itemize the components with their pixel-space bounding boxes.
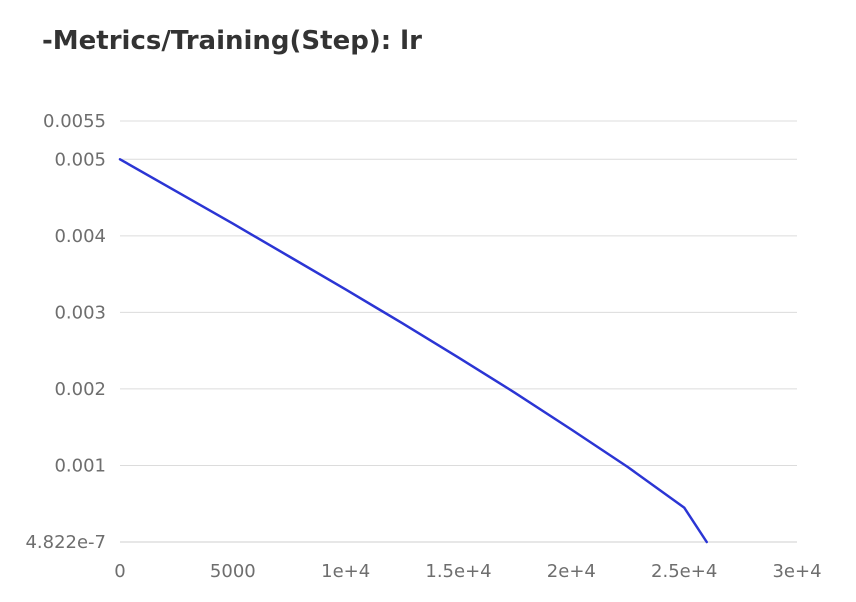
y-tick-label: 0.004 [54, 226, 106, 247]
series-lines [118, 158, 708, 544]
y-tick-label: 0.005 [54, 149, 106, 170]
y-tick-label: 0.002 [54, 379, 106, 400]
x-tick-label: 3e+4 [772, 561, 821, 582]
y-tick-label: 4.822e-7 [25, 532, 106, 553]
x-tick-label: 2e+4 [547, 561, 596, 582]
y-tick-label: 0.003 [54, 302, 106, 323]
y-tick-label: 0.0055 [43, 111, 106, 132]
x-tick-label: 1e+4 [321, 561, 370, 582]
x-tick-label: 0 [114, 561, 125, 582]
chart-title: -Metrics/Training(Step): lr [42, 26, 422, 56]
y-tick-label: 0.001 [54, 455, 106, 476]
x-tick-label: 1.5e+4 [425, 561, 491, 582]
x-tick-label: 2.5e+4 [651, 561, 717, 582]
series-line [118, 158, 708, 544]
x-tick-labels: 0 5000 1e+4 1.5e+4 2e+4 2.5e+4 3e+4 [114, 561, 821, 582]
y-tick-labels: 4.822e-7 0.001 0.002 0.003 0.004 0.005 0.0055 [25, 111, 106, 553]
grid-lines [120, 120, 797, 466]
x-tick-label: 5000 [210, 561, 256, 582]
